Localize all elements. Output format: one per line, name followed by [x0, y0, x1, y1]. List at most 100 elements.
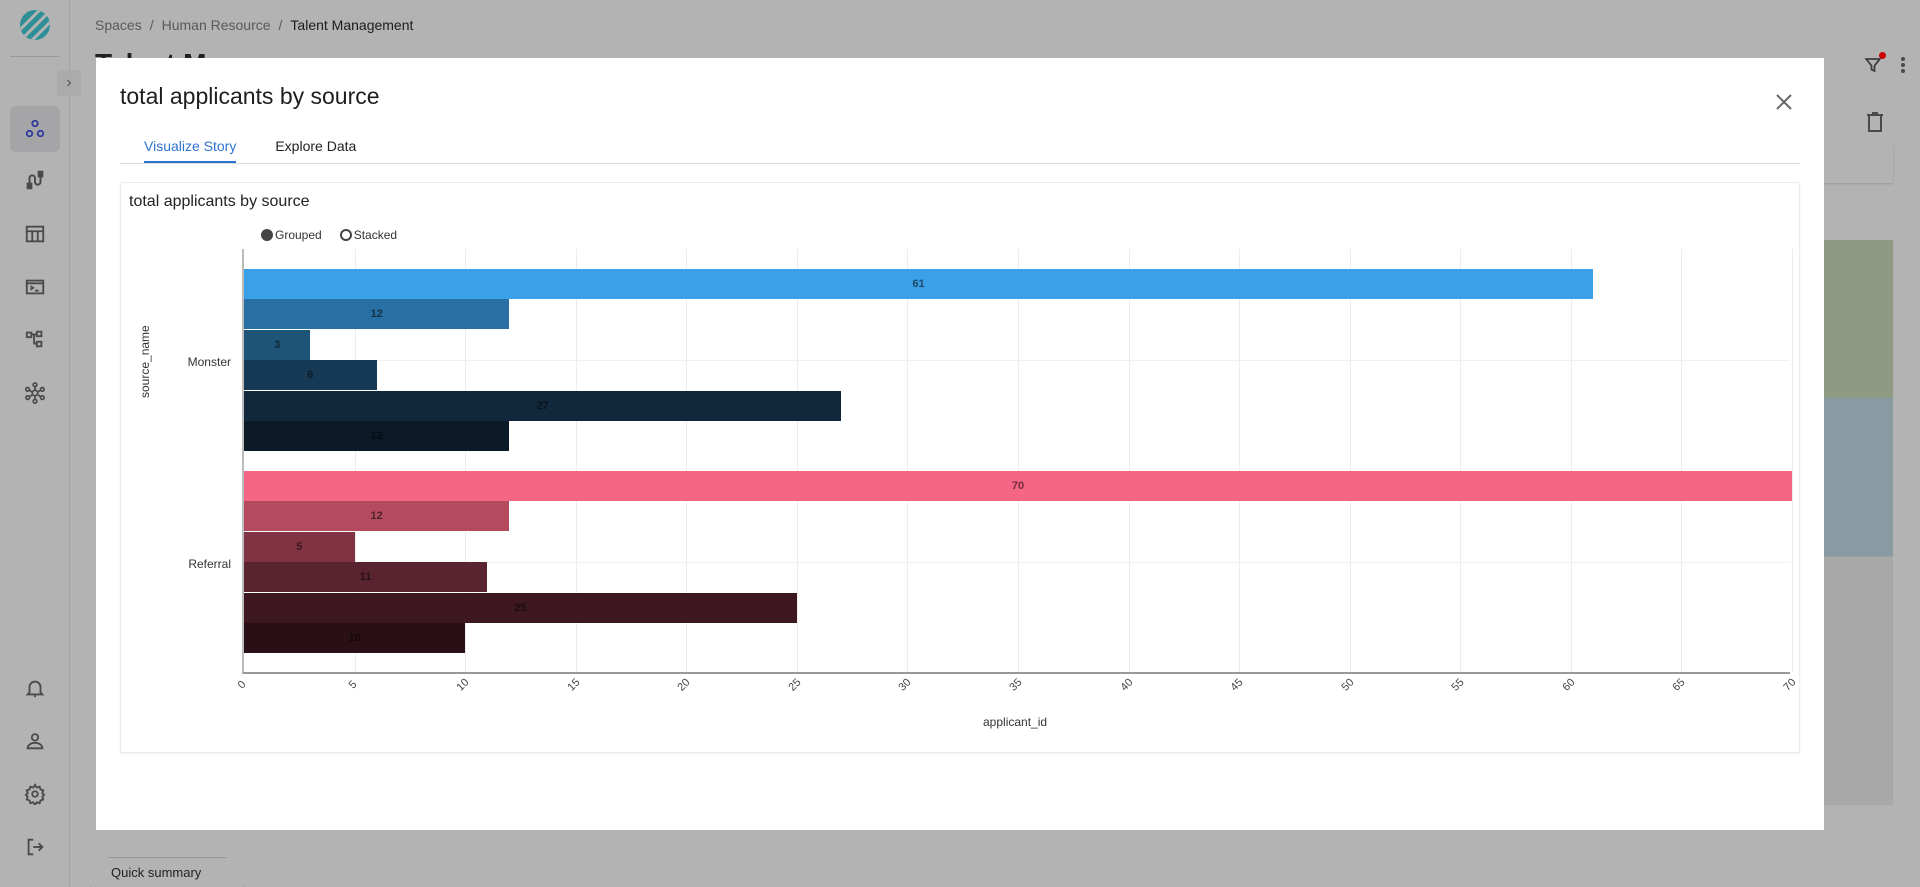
x-gridline: [686, 249, 688, 672]
tab-explore-data[interactable]: Explore Data: [275, 138, 357, 154]
x-tick-label: 20: [675, 676, 693, 694]
plot-area: 61 12 3 6 27 12 70 12 5 11 25 10: [242, 249, 1793, 674]
delete-button[interactable]: [1866, 112, 1884, 137]
gear-icon: [24, 783, 46, 805]
bar-referral-2[interactable]: 5: [244, 531, 355, 562]
bar-monster-5[interactable]: 12: [244, 421, 510, 451]
x-tick-label: 10: [454, 676, 472, 694]
x-tick-label: 35: [1007, 676, 1025, 694]
bar-monster-1[interactable]: 12: [244, 299, 510, 330]
breadcrumb-talent-management: Talent Management: [290, 17, 414, 33]
breadcrumb: Spaces / Human Resource / Talent Managem…: [95, 17, 413, 33]
grouped-radio[interactable]: Grouped: [261, 228, 322, 242]
breadcrumb-spaces[interactable]: Spaces: [95, 17, 142, 33]
x-tick-label: 0: [235, 678, 249, 692]
bar-value-label: 12: [370, 430, 383, 442]
background-card: [1820, 143, 1893, 183]
x-gridline: [1681, 249, 1683, 672]
sidebar-expand-button[interactable]: ›: [57, 70, 81, 96]
x-gridline: [1018, 249, 1019, 672]
sidebar-divider: [10, 56, 59, 57]
background-map: [1820, 240, 1893, 805]
sidebar-item-profile[interactable]: [10, 718, 60, 764]
sidebar-item-terminal[interactable]: [10, 264, 60, 310]
bar-monster-0[interactable]: 61: [244, 269, 1593, 299]
chart-mode-legend: Grouped Stacked: [261, 228, 397, 242]
y-gridline: [244, 360, 1790, 361]
sidebar-item-lineage[interactable]: [10, 316, 60, 362]
sidebar-item-spaces[interactable]: [10, 106, 60, 152]
chart-card: total applicants by source Grouped Stack…: [120, 182, 1800, 753]
bar-referral-3[interactable]: 11: [244, 562, 488, 593]
terminal-icon: [25, 279, 45, 295]
bar-monster-3[interactable]: 6: [244, 360, 377, 391]
bar-referral-0[interactable]: 70: [244, 471, 1792, 501]
sidebar-item-network[interactable]: [10, 370, 60, 416]
tab-visualize-story[interactable]: Visualize Story: [144, 138, 237, 163]
bar-monster-4[interactable]: 27: [244, 390, 842, 421]
x-tick-label: 30: [896, 676, 914, 694]
breadcrumb-human-resource[interactable]: Human Resource: [161, 17, 271, 33]
bar-value-label: 6: [307, 369, 314, 382]
bar-value-label: 11: [359, 571, 372, 584]
x-gridline: [1128, 249, 1130, 672]
bar-referral-1[interactable]: 12: [244, 501, 510, 532]
plug-icon: [26, 170, 44, 190]
x-gridline: [1460, 249, 1462, 672]
bar-value-label: 25: [514, 601, 527, 614]
x-axis-label: applicant_id: [983, 715, 1048, 729]
x-gridline: [907, 249, 909, 672]
page-actions: [1864, 52, 1906, 79]
x-tick-label: 70: [1781, 676, 1799, 694]
radio-unselected-icon: [339, 229, 352, 241]
sidebar-item-pipelines[interactable]: [10, 157, 60, 203]
category-label-monster: Monster: [187, 355, 231, 369]
close-button[interactable]: [1774, 92, 1794, 112]
modal-title: total applicants by source: [120, 83, 380, 109]
network-icon: [25, 382, 45, 404]
stacked-label: Stacked: [353, 228, 398, 242]
bar-value-label: 10: [348, 632, 361, 644]
more-options-button[interactable]: [1900, 56, 1906, 79]
y-gridline: [244, 562, 1790, 563]
x-gridline: [354, 249, 356, 672]
x-tick-label: 5: [346, 678, 359, 692]
x-tick-label: 55: [1449, 676, 1467, 694]
bar-referral-4[interactable]: 25: [244, 592, 797, 623]
sidebar-item-notifications[interactable]: [10, 665, 60, 711]
breadcrumb-separator: /: [278, 17, 283, 33]
filter-button[interactable]: [1864, 52, 1886, 79]
x-tick-label: 45: [1228, 676, 1246, 694]
bar-value-label: 27: [536, 399, 549, 412]
app-logo[interactable]: [20, 10, 50, 40]
logout-icon: [27, 838, 44, 856]
user-icon: [26, 733, 44, 750]
bar-monster-2[interactable]: 3: [244, 329, 311, 360]
x-tick-label: 50: [1339, 676, 1357, 694]
sidebar-item-logout[interactable]: [10, 824, 60, 870]
hierarchy-icon: [25, 330, 43, 348]
x-tick-label: 15: [565, 676, 583, 694]
quick-summary-tab[interactable]: Quick summary: [90, 857, 245, 887]
bar-referral-5[interactable]: 10: [244, 623, 466, 653]
chart-modal: total applicants by source Visualize Sto…: [96, 58, 1824, 830]
bar-value-label: 3: [274, 338, 281, 351]
filter-icon: [1864, 58, 1882, 73]
sidebar-item-settings[interactable]: [10, 771, 60, 817]
sidebar-item-tables[interactable]: [10, 211, 60, 257]
x-gridline: [1239, 249, 1241, 672]
x-gridline: [575, 249, 577, 672]
bar-value-label: 70: [1011, 480, 1025, 492]
x-tick-label: 40: [1117, 676, 1136, 694]
x-tick-label: 60: [1560, 676, 1578, 694]
x-gridline: [1792, 249, 1793, 672]
chart-title: total applicants by source: [129, 193, 310, 210]
category-label-referral: Referral: [188, 557, 231, 571]
x-tick-label: 65: [1670, 676, 1688, 694]
x-gridline: [1349, 249, 1351, 672]
x-gridline: [1570, 249, 1572, 672]
y-axis-label: source_name: [138, 325, 152, 398]
bar-value-label: 12: [370, 510, 383, 523]
stacked-radio[interactable]: Stacked: [339, 228, 398, 242]
table-icon: [25, 225, 45, 243]
